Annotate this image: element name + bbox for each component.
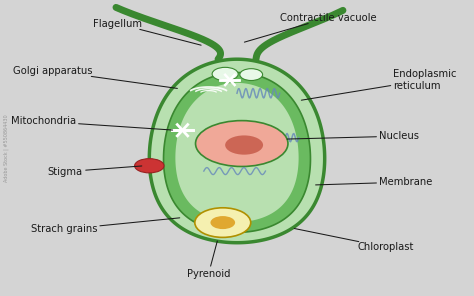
Text: Nucleus: Nucleus (287, 131, 419, 141)
Text: Adobe Stock | #550864430: Adobe Stock | #550864430 (3, 114, 9, 182)
Polygon shape (175, 83, 299, 222)
Text: Stigma: Stigma (48, 166, 142, 177)
Text: Golgi apparatus: Golgi apparatus (13, 66, 177, 89)
Text: Chloroplast: Chloroplast (294, 229, 414, 252)
Polygon shape (149, 59, 325, 243)
Text: Flagellum: Flagellum (93, 19, 201, 45)
Text: Mitochondria: Mitochondria (11, 116, 173, 130)
Text: Pyrenoid: Pyrenoid (187, 241, 230, 279)
Text: Strach grains: Strach grains (31, 218, 180, 234)
Ellipse shape (240, 69, 263, 81)
Text: Membrane: Membrane (316, 177, 433, 187)
Ellipse shape (195, 208, 251, 237)
Text: Endoplasmic
reticulum: Endoplasmic reticulum (301, 69, 457, 100)
Ellipse shape (225, 135, 263, 155)
Text: Contractile vacuole: Contractile vacuole (245, 13, 376, 42)
Ellipse shape (135, 159, 164, 173)
Ellipse shape (195, 121, 288, 166)
Ellipse shape (212, 67, 238, 81)
Polygon shape (164, 73, 310, 232)
Ellipse shape (210, 216, 235, 229)
